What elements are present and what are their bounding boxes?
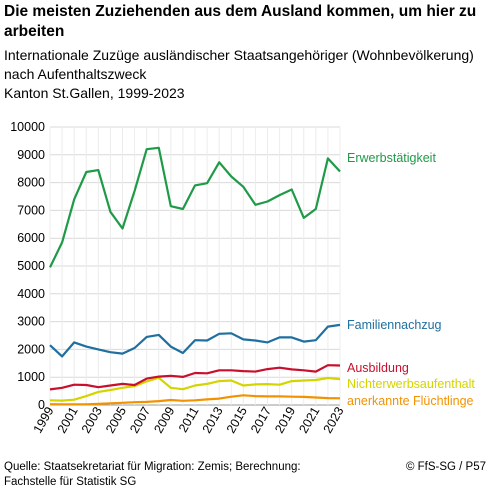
y-tick-label: 6000: [17, 231, 45, 245]
series-line-familiennachzug: [49, 323, 341, 358]
source-line-2: Fachstelle für Statistik SG: [4, 476, 137, 488]
chart-subtitle-line-1: Internationale Zuzüge ausländischer Staa…: [4, 47, 474, 63]
source-line-1: Quelle: Staatsekretariat für Migration: …: [4, 461, 301, 473]
x-tick-label: 2023: [321, 404, 347, 435]
y-tick-label: 10000: [10, 120, 45, 134]
y-tick-label: 4000: [17, 287, 45, 301]
x-tick-label: 2007: [127, 404, 153, 435]
x-tick-label: 2011: [176, 404, 202, 434]
series-line-anerkannte-flüchtlinge: [49, 394, 341, 406]
y-tick-label: 8000: [17, 176, 45, 190]
x-tick-label: 2005: [103, 404, 129, 435]
chart-grid: [49, 126, 341, 406]
y-tick-label: 9000: [17, 148, 45, 162]
y-tick-label: 5000: [17, 259, 45, 273]
series-label: Erwerbstätigkeit: [347, 151, 436, 165]
series-label: Ausbildung: [347, 361, 409, 375]
chart-subtitle-line-3: Kanton St.Gallen, 1999-2023: [4, 85, 185, 101]
series-line-erwerbstätigkeit: [49, 146, 341, 268]
series-labels: Erwerbstätigkeit Familiennachzug Ausbildun…: [347, 151, 475, 408]
x-axis-ticks: 1999200120032005200720092011201320152017…: [31, 404, 347, 435]
source-note: Quelle: Staatsekretariat für Migration: …: [4, 460, 301, 490]
x-tick-label: 2017: [248, 404, 274, 435]
x-tick-label: 1999: [31, 404, 57, 435]
y-tick-label: 2000: [17, 342, 45, 356]
series-line-nichterwerbsaufenthalt: [49, 376, 341, 402]
x-tick-label: 2009: [151, 404, 177, 435]
x-tick-label: 2001: [55, 404, 81, 435]
series-label: anerkannte Flüchtlinge: [347, 394, 474, 408]
line-chart: 0 1000 2000 3000 4000 5000 6000 7000 8000 9000 100…: [10, 120, 475, 436]
credit-note: © FfS-SG / P57: [405, 461, 486, 473]
y-tick-label: 7000: [17, 203, 45, 217]
x-tick-label: 2021: [296, 404, 322, 435]
y-tick-label: 0: [38, 398, 45, 412]
x-tick-label: 2015: [224, 404, 250, 435]
series-line-ausbildung: [49, 364, 341, 391]
x-tick-label: 2003: [79, 404, 105, 435]
series-label: Familiennachzug: [347, 318, 442, 332]
x-tick-label: 2013: [200, 404, 226, 435]
y-tick-label: 3000: [17, 315, 45, 329]
series-label: Nichterwerbsaufenthalt: [347, 377, 475, 391]
chart-subtitle-line-2: nach Aufenthaltszweck: [4, 66, 147, 82]
y-axis-ticks: 0 1000 2000 3000 4000 5000 6000 7000 8000 9000 100…: [10, 120, 45, 412]
y-tick-label: 1000: [17, 370, 45, 384]
series-lines: [49, 146, 341, 406]
chart-title: Die meisten Zuziehenden aus dem Ausland …: [4, 3, 477, 40]
x-tick-label: 2019: [272, 404, 298, 435]
